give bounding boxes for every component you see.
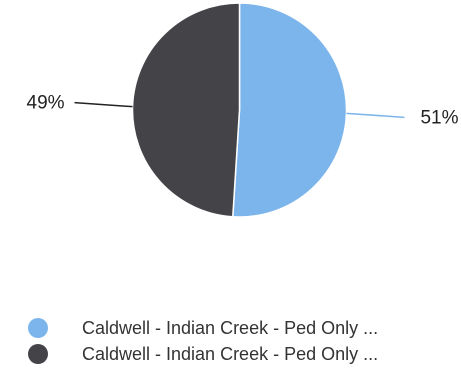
slice-data-label: 49% xyxy=(27,93,65,114)
pie-svg: 51% 49% xyxy=(27,2,459,218)
legend-label: Caldwell - Indian Creek - Ped Only ... xyxy=(82,343,379,364)
legend: Caldwell - Indian Creek - Ped Only ... C… xyxy=(28,315,458,367)
slice-connector xyxy=(346,112,405,119)
legend-item[interactable]: Caldwell - Indian Creek - Ped Only ... xyxy=(28,341,458,367)
pie-slice[interactable] xyxy=(131,2,241,218)
legend-item[interactable]: Caldwell - Indian Creek - Ped Only ... xyxy=(28,315,458,341)
pie-chart: 51% 49% xyxy=(27,2,459,218)
slice-data-label: 51% xyxy=(420,107,458,128)
pie-slice[interactable] xyxy=(231,2,348,218)
legend-swatch-icon xyxy=(28,344,48,364)
legend-label: Caldwell - Indian Creek - Ped Only ... xyxy=(82,317,379,338)
legend-swatch-icon xyxy=(28,318,48,338)
slice-connector xyxy=(74,101,133,108)
